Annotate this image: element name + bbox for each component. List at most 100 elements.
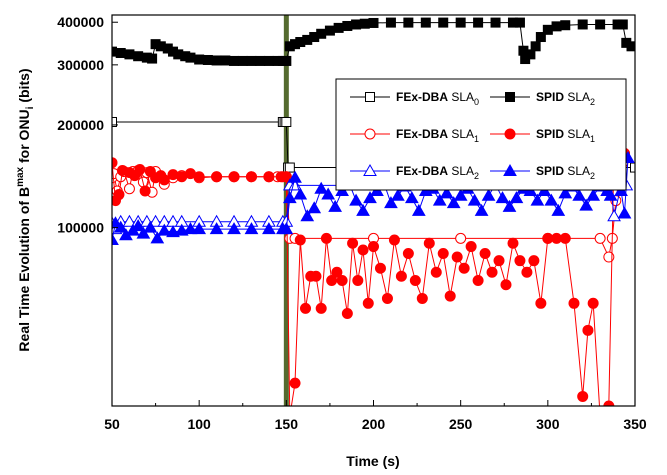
y-axis-title-sub: i <box>25 106 36 109</box>
data-point <box>262 222 276 235</box>
data-point <box>514 17 525 28</box>
data-point <box>288 170 302 183</box>
data-point <box>385 17 396 28</box>
data-point <box>493 255 505 267</box>
data-point <box>113 189 125 201</box>
data-point <box>246 55 257 66</box>
data-point <box>395 270 407 282</box>
data-point <box>595 411 605 421</box>
x-tick-label: 250 <box>449 416 473 432</box>
data-point <box>227 222 241 235</box>
data-point <box>560 20 571 31</box>
data-point <box>185 52 196 63</box>
data-point <box>603 188 618 201</box>
data-point <box>490 17 501 28</box>
data-point <box>595 19 606 30</box>
data-point <box>368 241 379 253</box>
legend-label: SPID SLA2 <box>536 90 595 107</box>
data-point <box>530 193 545 206</box>
data-point <box>316 28 327 39</box>
data-point <box>577 19 588 30</box>
data-point <box>307 201 322 214</box>
data-point <box>324 25 335 36</box>
data-point <box>626 41 635 52</box>
data-point <box>112 232 119 245</box>
data-point <box>228 171 240 183</box>
series-0 <box>112 116 635 173</box>
data-point <box>430 266 442 278</box>
series-1 <box>112 17 635 66</box>
data-point <box>381 292 393 304</box>
data-point <box>351 19 362 30</box>
data-point <box>451 251 463 263</box>
data-point <box>315 302 327 314</box>
data-point <box>147 53 158 64</box>
data-point <box>402 247 414 259</box>
data-point <box>577 390 589 402</box>
series-3 <box>112 130 631 421</box>
data-point <box>404 191 419 204</box>
data-point <box>509 191 524 204</box>
data-point <box>368 17 379 28</box>
data-point <box>136 226 151 239</box>
data-point <box>300 302 312 314</box>
data-point <box>281 55 292 66</box>
x-tick-label: 100 <box>187 416 211 432</box>
data-point <box>122 214 137 227</box>
data-point <box>211 55 222 66</box>
data-point <box>282 191 297 204</box>
y-tick-label: 400000 <box>57 14 104 30</box>
data-point <box>586 188 601 201</box>
data-point <box>112 157 118 169</box>
data-point <box>630 162 635 173</box>
legend-label: FEx-DBA SLA2 <box>396 164 479 181</box>
data-point <box>150 231 165 244</box>
data-point <box>320 232 332 244</box>
data-point <box>342 20 353 31</box>
data-point <box>479 247 491 259</box>
data-point <box>294 234 306 246</box>
legend-marker <box>503 163 517 176</box>
data-point <box>362 297 374 309</box>
data-point <box>551 203 566 216</box>
data-point <box>192 222 207 235</box>
data-point <box>544 193 559 206</box>
data-point <box>403 17 414 28</box>
data-point <box>530 41 541 52</box>
data-point <box>237 55 248 66</box>
y-axis-title: Real Time Evolution of Bmax for ONUi (bi… <box>15 68 36 351</box>
data-point <box>183 222 198 235</box>
legend-marker <box>364 128 376 140</box>
data-point <box>284 162 295 173</box>
data-point <box>467 193 482 206</box>
data-point <box>255 55 266 66</box>
data-point <box>336 274 348 286</box>
data-point <box>193 171 205 183</box>
data-point <box>131 219 146 232</box>
data-point <box>594 232 606 244</box>
data-point <box>134 164 146 176</box>
data-point <box>607 209 621 222</box>
data-point <box>388 234 400 246</box>
y-axis-title-sup: max <box>15 166 26 186</box>
data-point <box>423 237 435 249</box>
data-point <box>458 262 470 274</box>
data-point <box>500 279 512 291</box>
data-point <box>437 247 449 259</box>
data-point <box>115 47 126 58</box>
data-point <box>384 196 398 209</box>
data-point <box>465 241 477 253</box>
legend-marker <box>505 92 515 102</box>
data-point <box>310 270 322 282</box>
data-point <box>374 262 386 274</box>
data-point <box>229 55 240 66</box>
series-layer <box>112 17 635 421</box>
data-point <box>551 21 562 32</box>
data-point <box>416 292 428 304</box>
legend-marker <box>504 128 516 140</box>
data-point <box>579 198 594 211</box>
data-point <box>474 203 489 216</box>
data-point <box>280 171 292 183</box>
x-axis: 50 100 150 200 250 300 350 <box>104 400 647 432</box>
data-point <box>139 185 151 197</box>
